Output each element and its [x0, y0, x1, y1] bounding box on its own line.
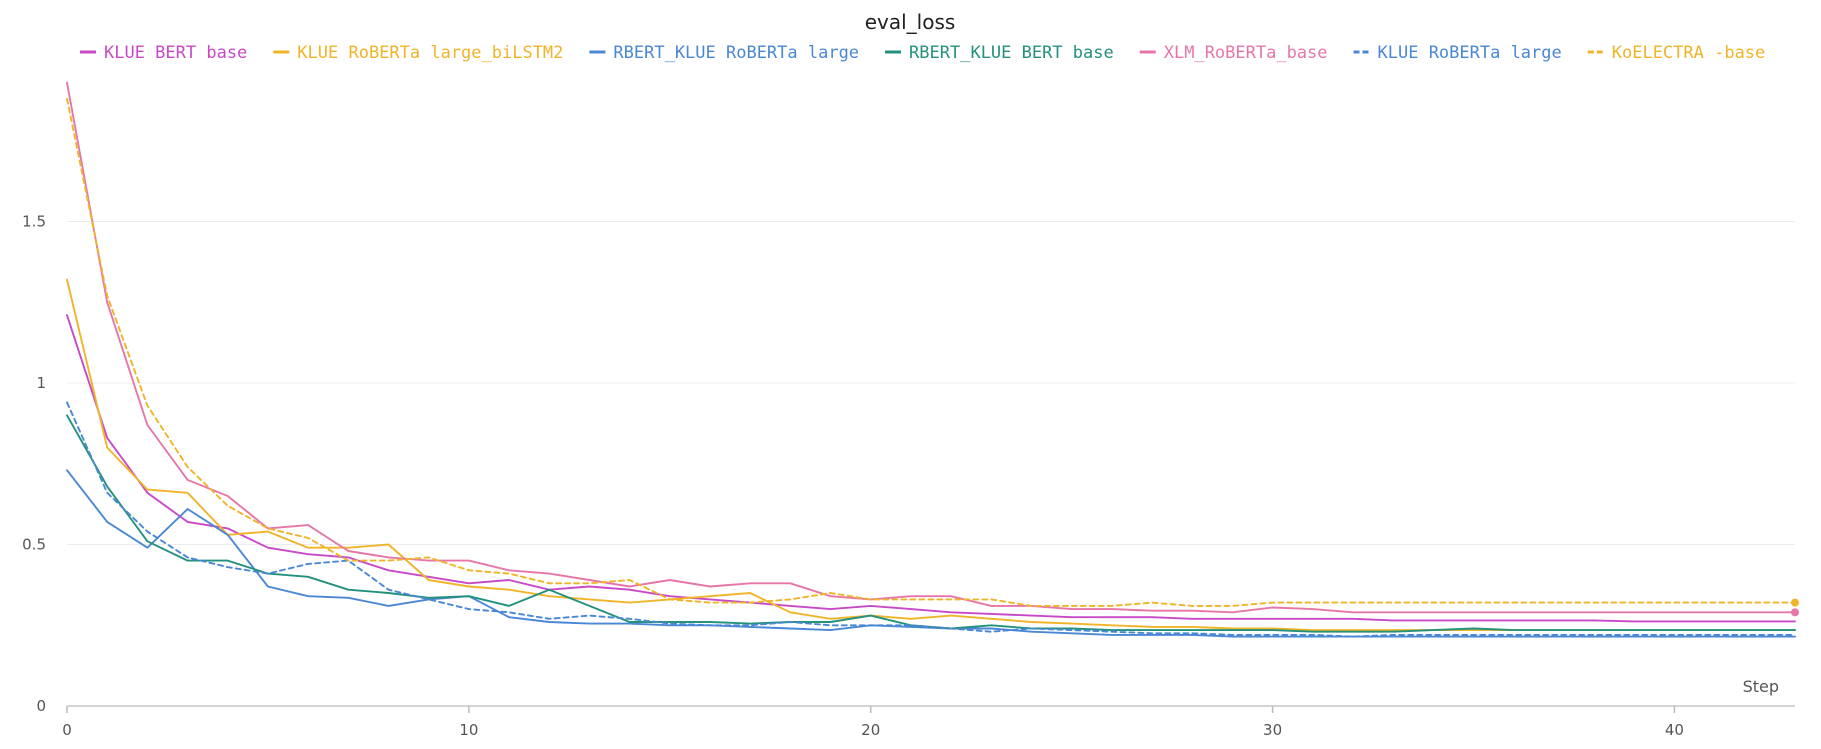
chart-legend: KLUE BERT base KLUE RoBERTa large_biLSTM2… — [80, 43, 1765, 63]
y-tick-label: 1 — [36, 374, 46, 392]
axes: 0 0.5 1 1.5 0 10 20 30 40 — [22, 213, 1795, 739]
legend-label: KoELECTRA -base — [1612, 43, 1766, 63]
legend-item[interactable]: KLUE BERT base — [80, 43, 247, 63]
series-lines — [66, 81, 1796, 638]
x-tick-label: 0 — [62, 721, 72, 739]
series-line-5 — [66, 401, 1796, 638]
chart-title: eval_loss — [865, 10, 956, 34]
x-tick-label: 20 — [861, 721, 880, 739]
series-line-6 — [66, 97, 1796, 607]
series-line-4 — [66, 81, 1796, 614]
series-end-marker-4 — [1791, 608, 1799, 617]
legend-item[interactable]: RBERT_KLUE RoBERTa large — [589, 43, 859, 63]
series-line-1 — [66, 278, 1796, 632]
end-markers — [1791, 598, 1799, 617]
legend-label: RBERT_KLUE RoBERTa large — [613, 43, 859, 63]
legend-item[interactable]: KLUE RoBERTa large — [1353, 43, 1562, 63]
legend-label: KLUE RoBERTa large — [1378, 43, 1562, 63]
legend-item[interactable]: KoELECTRA -base — [1587, 43, 1766, 63]
series-end-marker-6 — [1791, 598, 1799, 607]
y-tick-label: 0.5 — [22, 536, 46, 554]
grid-lines — [67, 221, 1795, 545]
legend-label: KLUE RoBERTa large_biLSTM2 — [297, 43, 563, 63]
y-tick-label: 1.5 — [22, 213, 46, 231]
legend-label: KLUE BERT base — [104, 43, 247, 63]
legend-item[interactable]: KLUE RoBERTa large_biLSTM2 — [273, 43, 563, 63]
x-tick-label: 30 — [1263, 721, 1282, 739]
legend-item[interactable]: XLM_RoBERTa_base — [1139, 43, 1328, 63]
x-tick-label: 40 — [1665, 721, 1684, 739]
y-tick-label: 0 — [36, 697, 46, 715]
series-line-0 — [66, 314, 1796, 623]
legend-label: RBERT_KLUE BERT base — [909, 43, 1114, 63]
legend-item[interactable]: RBERT_KLUE BERT base — [885, 43, 1114, 63]
legend-label: XLM_RoBERTa_base — [1164, 43, 1328, 63]
x-axis-label: Step — [1743, 677, 1779, 696]
x-tick-label: 10 — [459, 721, 478, 739]
